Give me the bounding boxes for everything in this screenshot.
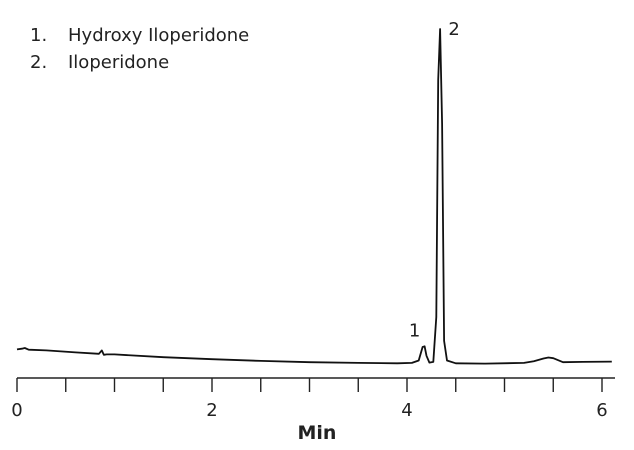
- legend-entry-2: 2. Iloperidone: [30, 49, 249, 76]
- legend-number: 1.: [30, 25, 48, 46]
- x-tick-label: 6: [596, 400, 607, 421]
- x-tick-label: 4: [401, 400, 412, 421]
- x-axis-label: Min: [297, 422, 337, 444]
- chromatogram-trace: [16, 28, 612, 365]
- x-tick-label: 2: [206, 400, 217, 421]
- x-tick-label: 0: [11, 400, 22, 421]
- legend-label: Hydroxy Iloperidone: [68, 25, 250, 46]
- legend-entry-1: 1. Hydroxy Iloperidone: [30, 22, 249, 49]
- legend-label: Iloperidone: [68, 52, 170, 73]
- x-axis: 0 2 4 6: [11, 377, 615, 421]
- peak-label-2: 2: [448, 19, 459, 40]
- legend-number: 2.: [30, 52, 48, 73]
- peak-label-1: 1: [409, 320, 420, 341]
- legend: 1. Hydroxy Iloperidone 2. Iloperidone: [30, 22, 249, 76]
